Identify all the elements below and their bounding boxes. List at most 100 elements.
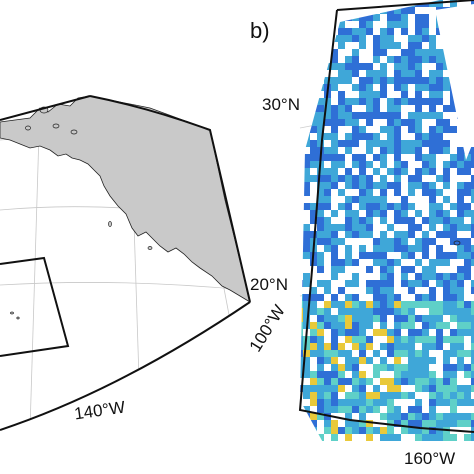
data-cell bbox=[338, 280, 345, 287]
data-cell bbox=[300, 280, 303, 287]
data-cell bbox=[359, 91, 366, 98]
data-cell bbox=[303, 301, 310, 308]
data-cell bbox=[436, 140, 443, 147]
data-cell bbox=[380, 266, 387, 273]
data-cell bbox=[366, 413, 373, 420]
data-cell bbox=[471, 252, 474, 259]
data-cell bbox=[429, 203, 436, 210]
data-cell bbox=[450, 413, 457, 420]
data-cell bbox=[300, 210, 303, 217]
data-cell bbox=[352, 301, 359, 308]
data-cell bbox=[373, 112, 380, 119]
data-cell bbox=[303, 210, 310, 217]
data-cell bbox=[345, 413, 352, 420]
data-cell bbox=[408, 224, 415, 231]
data-cell bbox=[359, 0, 366, 7]
data-cell bbox=[457, 189, 464, 196]
data-cell bbox=[331, 224, 338, 231]
data-cell bbox=[464, 294, 471, 301]
data-cell bbox=[436, 168, 443, 175]
data-cell bbox=[422, 147, 429, 154]
data-cell bbox=[317, 301, 324, 308]
data-cell bbox=[436, 294, 443, 301]
data-cell bbox=[380, 7, 387, 14]
data-cell bbox=[443, 154, 450, 161]
data-cell bbox=[387, 35, 394, 42]
data-cell bbox=[300, 42, 303, 49]
data-cell bbox=[450, 245, 457, 252]
data-cell bbox=[436, 287, 443, 294]
data-cell bbox=[394, 343, 401, 350]
data-cell bbox=[324, 105, 331, 112]
data-cell bbox=[401, 231, 408, 238]
data-cell bbox=[366, 252, 373, 259]
data-cell bbox=[317, 28, 324, 35]
data-cell bbox=[310, 427, 317, 434]
data-cell bbox=[450, 294, 457, 301]
data-cell bbox=[310, 0, 317, 7]
data-cell bbox=[415, 273, 422, 280]
data-cell bbox=[373, 147, 380, 154]
data-cell bbox=[401, 42, 408, 49]
data-cell bbox=[345, 63, 352, 70]
data-cell bbox=[436, 385, 443, 392]
data-cell bbox=[317, 70, 324, 77]
data-cell bbox=[373, 196, 380, 203]
data-cell bbox=[471, 301, 474, 308]
data-cell bbox=[324, 301, 331, 308]
data-cell bbox=[352, 154, 359, 161]
data-cell bbox=[422, 161, 429, 168]
data-cell bbox=[380, 189, 387, 196]
data-cell bbox=[366, 343, 373, 350]
data-cell bbox=[443, 308, 450, 315]
data-cell bbox=[324, 266, 331, 273]
data-cell bbox=[380, 245, 387, 252]
data-cell bbox=[331, 301, 338, 308]
data-cell bbox=[450, 140, 457, 147]
data-cell bbox=[429, 28, 436, 35]
data-cell bbox=[324, 273, 331, 280]
data-cell bbox=[450, 378, 457, 385]
data-cell bbox=[394, 154, 401, 161]
data-cell bbox=[380, 28, 387, 35]
data-cell bbox=[300, 322, 303, 329]
data-cell bbox=[352, 147, 359, 154]
data-cell bbox=[352, 259, 359, 266]
data-cell bbox=[464, 385, 471, 392]
data-cell bbox=[387, 126, 394, 133]
data-cell bbox=[352, 238, 359, 245]
data-cell bbox=[324, 392, 331, 399]
data-cell bbox=[450, 259, 457, 266]
data-cell bbox=[373, 119, 380, 126]
data-cell bbox=[408, 434, 415, 441]
data-cell bbox=[380, 140, 387, 147]
data-cell bbox=[408, 28, 415, 35]
data-cell bbox=[401, 385, 408, 392]
data-cell bbox=[457, 294, 464, 301]
data-cell bbox=[471, 196, 474, 203]
data-cell bbox=[443, 245, 450, 252]
data-cell bbox=[401, 287, 408, 294]
data-cell bbox=[352, 105, 359, 112]
data-cell bbox=[387, 301, 394, 308]
data-cell bbox=[345, 420, 352, 427]
data-cell bbox=[380, 14, 387, 21]
data-cell bbox=[310, 392, 317, 399]
data-cell bbox=[366, 308, 373, 315]
data-cell bbox=[324, 420, 331, 427]
data-cell bbox=[338, 112, 345, 119]
data-cell bbox=[380, 357, 387, 364]
data-cell bbox=[422, 399, 429, 406]
data-cell bbox=[324, 147, 331, 154]
data-cell bbox=[345, 343, 352, 350]
data-cell bbox=[394, 413, 401, 420]
data-cell bbox=[408, 357, 415, 364]
data-cell bbox=[450, 161, 457, 168]
data-cell bbox=[443, 385, 450, 392]
data-cell bbox=[338, 385, 345, 392]
data-cell bbox=[387, 413, 394, 420]
data-cell bbox=[436, 189, 443, 196]
data-cell bbox=[303, 98, 310, 105]
data-cell bbox=[408, 161, 415, 168]
data-cell bbox=[345, 308, 352, 315]
